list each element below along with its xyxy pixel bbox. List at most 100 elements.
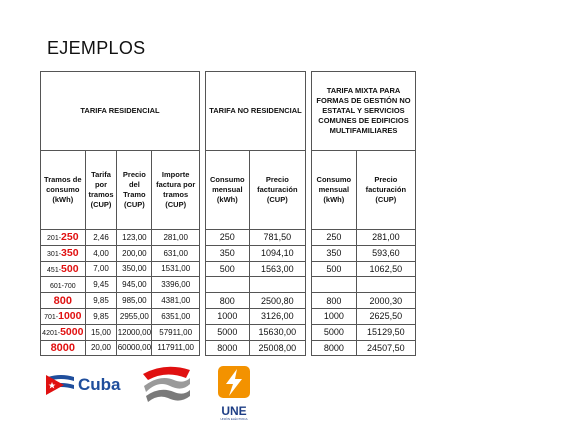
consumo-cell bbox=[311, 276, 357, 294]
precio-cell: 3126,00 bbox=[248, 307, 307, 325]
consumo-cell: 5000 bbox=[311, 323, 357, 341]
table-row: 201-250 2,46 123,00 281,00 bbox=[40, 229, 200, 246]
precio-cell: 781,50 bbox=[248, 229, 307, 246]
consumo-cell: 500 bbox=[205, 260, 250, 278]
tramo-highlight: 800 bbox=[53, 294, 72, 307]
slide-title: EJEMPLOS bbox=[47, 38, 146, 58]
table-row bbox=[205, 276, 307, 294]
table-row bbox=[311, 276, 417, 294]
ministry-emblem bbox=[140, 364, 194, 404]
consumo-cell: 250 bbox=[205, 229, 250, 246]
precio-cell: 281,00 bbox=[355, 229, 417, 246]
column-header: Tramos de consumo (kWh) bbox=[40, 150, 86, 230]
tramo-cell: 451-500 bbox=[40, 260, 86, 278]
non-residential-header: TARIFA NO RESIDENCIAL bbox=[205, 71, 306, 151]
table-row: 701-1000 9,85 2955,00 6351,00 bbox=[40, 307, 200, 325]
precio-cell: 2000,30 bbox=[355, 292, 417, 309]
precio-cell: 2500,80 bbox=[248, 292, 307, 309]
tramo-prefix: 301- bbox=[47, 251, 62, 259]
tarifa-cell: 15,00 bbox=[84, 323, 118, 341]
table-row: 301-350 4,00 200,00 631,00 bbox=[40, 244, 200, 262]
non-residential-tariff-table: TARIFA NO RESIDENCIAL Consumo mensual (k… bbox=[205, 71, 307, 357]
residential-header: TARIFA RESIDENCIAL bbox=[40, 71, 200, 151]
tarifa-cell: 4,00 bbox=[84, 244, 118, 262]
table-row: 350 1094,10 bbox=[205, 244, 307, 262]
precio-cell: 15630,00 bbox=[248, 323, 307, 341]
consumo-cell: 250 bbox=[311, 229, 357, 246]
precio-cell: 945,00 bbox=[116, 276, 153, 294]
consumo-cell: 8000 bbox=[311, 339, 357, 357]
precio-cell: 2955,00 bbox=[116, 307, 153, 325]
consumo-cell: 800 bbox=[205, 292, 250, 309]
une-logo-subtext: UNIÓN ELÉCTRICA bbox=[220, 417, 248, 421]
precio-cell: 24507,50 bbox=[355, 339, 417, 357]
table-row: 800 2000,30 bbox=[311, 292, 417, 309]
table-row: 250 281,00 bbox=[311, 229, 417, 246]
importe-cell: 1531,00 bbox=[151, 260, 200, 278]
tarifa-cell: 20,00 bbox=[84, 339, 118, 357]
table-row: 800 2500,80 bbox=[205, 292, 307, 309]
column-header: Consumo mensual (kWh) bbox=[311, 150, 357, 230]
tramo-cell: 701-1000 bbox=[40, 307, 86, 325]
importe-cell: 631,00 bbox=[151, 244, 200, 262]
tarifa-cell: 2,46 bbox=[84, 229, 118, 246]
tramo-highlight: 1000 bbox=[58, 310, 82, 323]
table-row: 1000 3126,00 bbox=[205, 307, 307, 325]
consumo-cell: 350 bbox=[205, 244, 250, 262]
tramo-cell: 4201-5000 bbox=[40, 323, 86, 341]
precio-cell: 12000,00 bbox=[116, 323, 153, 341]
precio-cell bbox=[355, 276, 417, 294]
importe-cell: 4381,00 bbox=[151, 292, 200, 309]
table-row: 800 9,85 985,00 4381,00 bbox=[40, 292, 200, 309]
consumo-cell: 500 bbox=[311, 260, 357, 278]
tramo-prefix: 701- bbox=[44, 314, 59, 322]
table-row: 1000 2625,50 bbox=[311, 307, 417, 325]
consumo-cell: 1000 bbox=[205, 307, 250, 325]
tramo-prefix: 4201- bbox=[42, 330, 61, 338]
consumo-cell bbox=[205, 276, 250, 294]
tramo-cell: 8000 bbox=[40, 339, 86, 357]
precio-cell: 15129,50 bbox=[355, 323, 417, 341]
tramo-highlight: 350 bbox=[61, 247, 79, 260]
table-row: 8000 24507,50 bbox=[311, 339, 417, 357]
precio-cell: 2625,50 bbox=[355, 307, 417, 325]
une-logo-text: UNE bbox=[221, 404, 247, 418]
tramo-cell: 601-700 bbox=[40, 276, 86, 294]
importe-cell: 281,00 bbox=[151, 229, 200, 246]
precio-cell bbox=[248, 276, 307, 294]
importe-cell: 57911,00 bbox=[151, 323, 200, 341]
consumo-cell: 350 bbox=[311, 244, 357, 262]
precio-cell: 1094,10 bbox=[248, 244, 307, 262]
column-header: Consumo mensual (kWh) bbox=[205, 150, 250, 230]
importe-cell: 3396,00 bbox=[151, 276, 200, 294]
tarifa-cell: 9,45 bbox=[84, 276, 118, 294]
table-row: 8000 25008,00 bbox=[205, 339, 307, 357]
importe-cell: 6351,00 bbox=[151, 307, 200, 325]
cuba-flag-icon bbox=[46, 375, 74, 395]
table-row: 5000 15630,00 bbox=[205, 323, 307, 341]
table-row: 601-700 9,45 945,00 3396,00 bbox=[40, 276, 200, 294]
mixed-tariff-table: TARIFA MIXTA PARA FORMAS DE GESTIÓN NO E… bbox=[311, 71, 417, 357]
table-row: 250 781,50 bbox=[205, 229, 307, 246]
precio-cell: 350,00 bbox=[116, 260, 153, 278]
une-logo: UNE UNIÓN ELÉCTRICA bbox=[212, 366, 256, 421]
tramo-highlight: 250 bbox=[61, 231, 79, 244]
precio-cell: 1062,50 bbox=[355, 260, 417, 278]
precio-cell: 985,00 bbox=[116, 292, 153, 309]
precio-cell: 60000,00 bbox=[116, 339, 153, 357]
consumo-cell: 800 bbox=[311, 292, 357, 309]
tarifa-cell: 7,00 bbox=[84, 260, 118, 278]
residential-tariff-table: TARIFA RESIDENCIAL Tramos de consumo (kW… bbox=[40, 71, 200, 357]
table-row: 5000 15129,50 bbox=[311, 323, 417, 341]
cuba-logo-text: Cuba bbox=[78, 375, 121, 394]
cuba-logo: Cuba bbox=[44, 371, 122, 399]
importe-cell: 117911,00 bbox=[151, 339, 200, 357]
table-row: 451-500 7,00 350,00 1531,00 bbox=[40, 260, 200, 278]
tramo-cell: 201-250 bbox=[40, 229, 86, 246]
mixed-header: TARIFA MIXTA PARA FORMAS DE GESTIÓN NO E… bbox=[311, 71, 416, 151]
table-row: 4201-5000 15,00 12000,00 57911,00 bbox=[40, 323, 200, 341]
tramo-cell: 301-350 bbox=[40, 244, 86, 262]
tramo-highlight: 500 bbox=[61, 262, 79, 275]
tarifa-cell: 9,85 bbox=[84, 292, 118, 309]
tramo-cell: 800 bbox=[40, 292, 86, 309]
